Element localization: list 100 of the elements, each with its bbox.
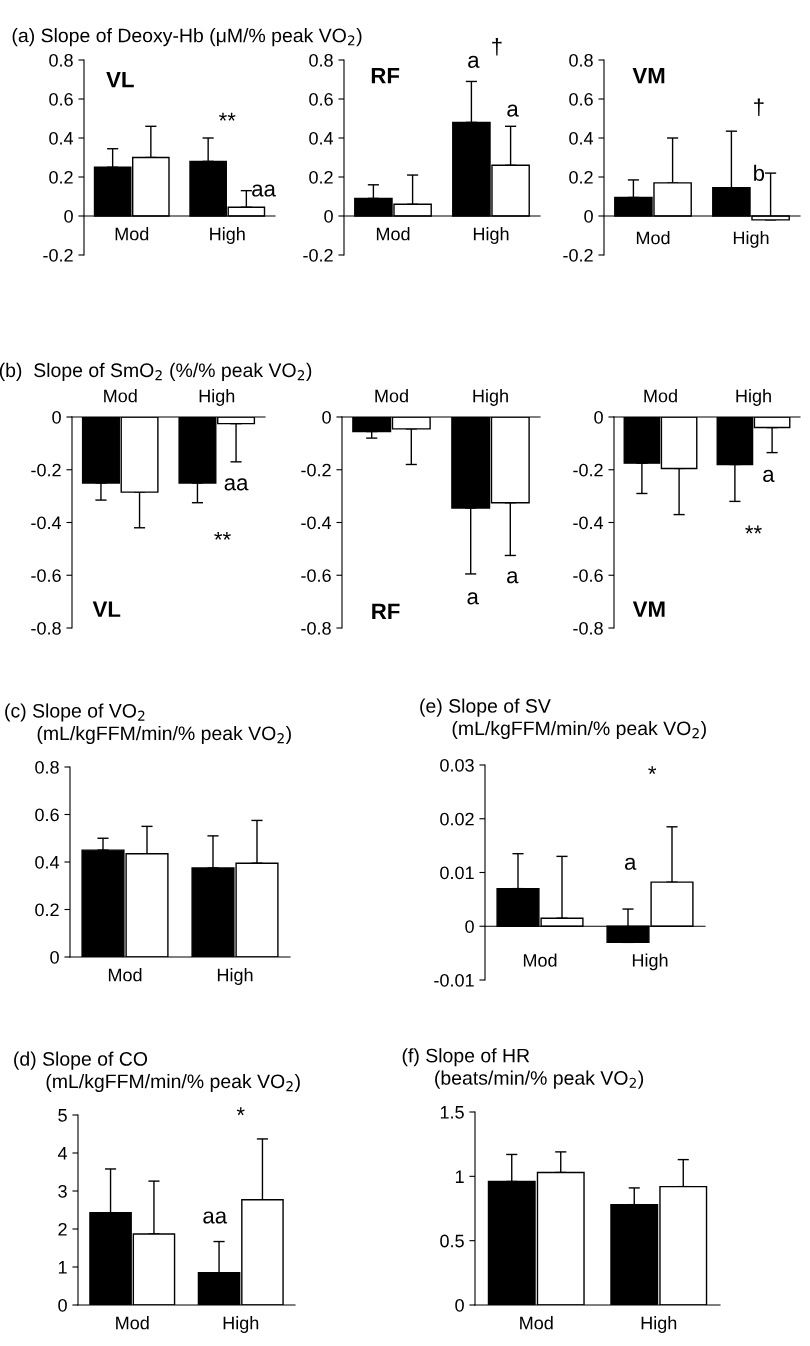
- y-tick-label: 0: [52, 410, 61, 424]
- annotation: aa: [252, 184, 276, 197]
- y-tick-label: -0.2: [573, 463, 603, 477]
- y-tick-label: 0.01: [440, 866, 474, 880]
- x-tick-label: Mod: [104, 389, 137, 403]
- y-tick-label: 0.5: [440, 1234, 464, 1248]
- annotation: †: [754, 98, 764, 116]
- y-tick-label: -0.2: [563, 248, 593, 262]
- annotation: a: [507, 571, 519, 584]
- y-tick-label: -0.2: [43, 248, 73, 262]
- y-tick-label: 0.6: [49, 92, 73, 106]
- chart-title: (c) Slope of VO$_{2}$ (mL/kgFFM/min/% peak VO$_{2}$): [5, 703, 291, 745]
- x-tick-label: Mod: [115, 227, 149, 241]
- y-tick-label: -0.6: [31, 569, 61, 582]
- y-tick-label: -0.6: [301, 569, 331, 582]
- annotation: b: [754, 164, 765, 182]
- x-tick-label: High: [641, 1316, 677, 1333]
- y-tick-label: 0: [324, 209, 333, 223]
- annotation: a: [467, 592, 479, 605]
- chart-title: (f) Slope of HR (beats/min/% peak VO$_{2}$): [402, 1048, 644, 1089]
- chart-title: (b) Slope of SmO$_{2}$ (%/% peak VO$_{2}$): [0, 362, 312, 381]
- y-tick-label: 0: [58, 1298, 67, 1312]
- y-tick-label: 0: [584, 209, 593, 223]
- y-tick-label: 0.4: [49, 131, 74, 145]
- annotation: VM: [632, 601, 665, 617]
- y-tick-label: 0.2: [35, 903, 59, 917]
- annotation: a: [624, 857, 637, 870]
- annotation: **: [745, 525, 762, 534]
- y-tick-label: 0.8: [309, 53, 333, 67]
- y-tick-label: 0.2: [49, 170, 73, 184]
- y-tick-label: -0.4: [573, 516, 604, 530]
- y-tick-label: 0.2: [309, 170, 333, 184]
- y-tick-label: 4: [57, 1147, 68, 1160]
- annotation: aa: [224, 478, 249, 491]
- x-tick-label: Mod: [376, 227, 410, 241]
- y-tick-label: 0.2: [569, 170, 593, 184]
- chart-title: (d) Slope of CO (mL/kgFFM/min/% peak VO$_{2}$): [14, 1051, 300, 1093]
- y-tick-label: 2: [58, 1222, 67, 1236]
- y-tick-label: 0.6: [35, 808, 59, 822]
- y-tick-label: 1.5: [440, 1106, 464, 1119]
- y-tick-label: 0.6: [309, 92, 333, 106]
- annotation: **: [218, 112, 236, 121]
- x-tick-label: Mod: [108, 968, 142, 982]
- x-tick-label: Mod: [636, 231, 670, 245]
- y-tick-label: 0.4: [35, 855, 60, 869]
- y-tick-label: 1: [58, 1261, 67, 1274]
- y-tick-label: 0.03: [440, 758, 474, 772]
- annotation: a: [763, 469, 775, 483]
- x-tick-label: Mod: [523, 953, 557, 967]
- annotation: a: [507, 104, 519, 117]
- x-tick-label: High: [736, 389, 771, 406]
- y-tick-label: 0.8: [49, 53, 73, 67]
- annotation: RF: [371, 68, 400, 84]
- x-tick-label: High: [217, 968, 253, 985]
- annotation: *: [236, 1107, 245, 1116]
- y-tick-label: 0.8: [569, 53, 593, 67]
- y-tick-label: 0.6: [569, 92, 593, 106]
- x-tick-label: High: [632, 953, 668, 971]
- y-tick-label: 0.4: [569, 131, 594, 145]
- y-tick-label: 0: [322, 410, 331, 424]
- x-tick-label: High: [733, 231, 769, 248]
- annotation: *: [648, 766, 657, 775]
- annotation: VL: [92, 601, 121, 617]
- y-tick-label: -0.4: [31, 516, 62, 530]
- y-tick-label: -0.2: [303, 248, 333, 262]
- x-tick-label: Mod: [520, 1316, 553, 1330]
- annotation: VM: [632, 68, 665, 84]
- y-tick-label: -0.8: [573, 621, 603, 635]
- annotation: RF: [372, 603, 400, 619]
- y-tick-label: 5: [58, 1109, 67, 1122]
- x-tick-label: Mod: [375, 389, 408, 403]
- y-tick-label: -0.4: [301, 516, 332, 530]
- y-tick-label: 0.4: [309, 131, 334, 145]
- y-tick-label: 0: [465, 920, 474, 933]
- annotation: **: [214, 531, 231, 540]
- x-tick-label: Mod: [644, 389, 677, 403]
- y-tick-label: -0.2: [31, 463, 61, 477]
- y-tick-label: -0.6: [573, 569, 603, 582]
- y-tick-label: 0: [594, 410, 603, 424]
- y-tick-label: -0.8: [31, 621, 61, 635]
- x-tick-label: High: [473, 227, 509, 244]
- x-tick-label: High: [199, 389, 235, 406]
- y-tick-label: 0: [455, 1298, 464, 1312]
- y-tick-label: 0.8: [35, 760, 59, 774]
- x-tick-label: High: [210, 227, 245, 244]
- y-tick-label: 3: [58, 1184, 67, 1198]
- chart-title: (e) Slope of SV (mL/kgFFM/min/% peak VO$_{2}$): [420, 698, 706, 740]
- x-tick-label: Mod: [116, 1316, 149, 1330]
- text: †: [492, 37, 502, 56]
- annotation: VL: [106, 71, 134, 88]
- y-tick-label: -0.8: [301, 621, 331, 635]
- y-tick-label: -0.2: [301, 463, 331, 477]
- y-tick-label: 0: [50, 950, 59, 964]
- y-tick-label: 0: [64, 209, 73, 223]
- y-tick-label: -0.01: [434, 973, 474, 987]
- annotation: a: [468, 55, 480, 68]
- y-tick-label: 0.02: [440, 812, 474, 826]
- annotation: aa: [203, 1211, 228, 1224]
- chart-title: (a) Slope of Deoxy-Hb (μM/% peak VO$_{2}$): [12, 28, 362, 47]
- y-tick-label: 1: [455, 1170, 464, 1183]
